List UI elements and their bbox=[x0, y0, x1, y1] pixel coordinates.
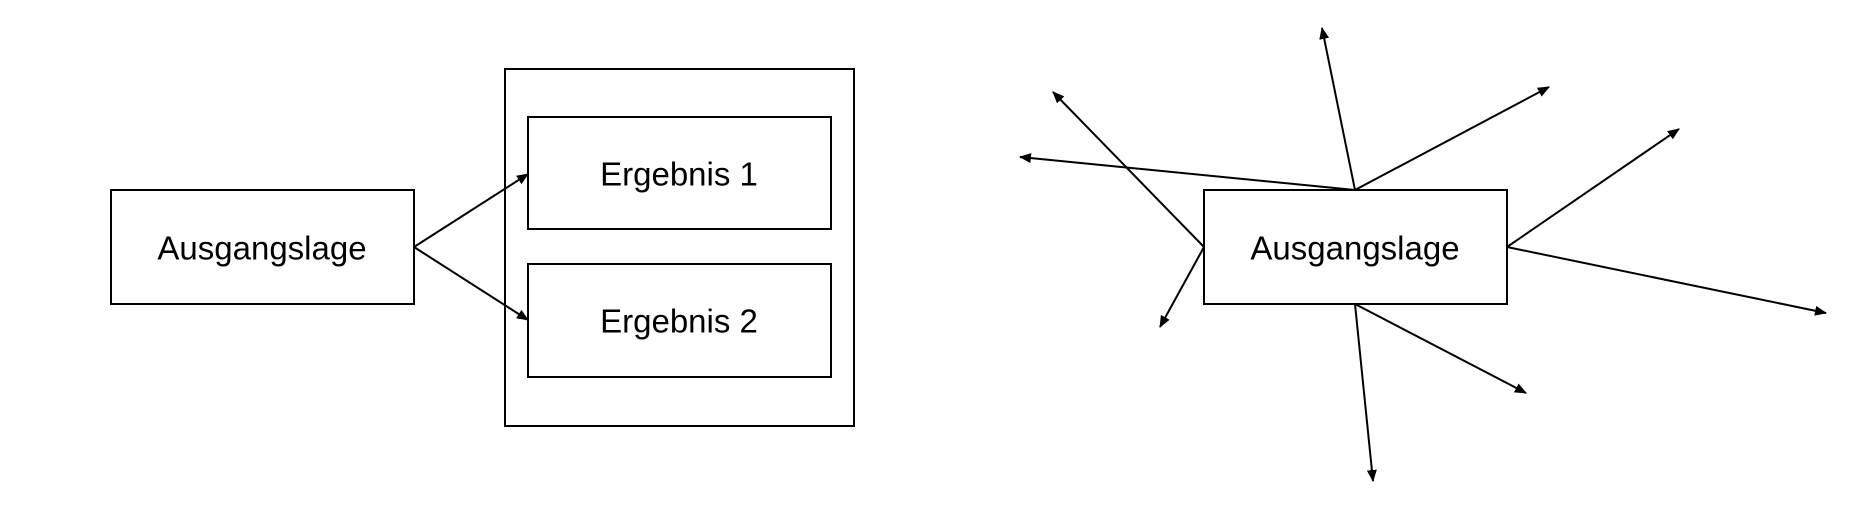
scatter-arrow-8 bbox=[1159, 246, 1205, 328]
scatter-arrow-2 bbox=[1319, 27, 1356, 191]
result-box-2 bbox=[527, 263, 832, 378]
source-label-right: Ausgangslage bbox=[1250, 230, 1459, 267]
scatter-arrow-9 bbox=[1052, 91, 1205, 248]
scatter-arrow-1 bbox=[1019, 153, 1356, 191]
result-label-1: Ergebnis 1 bbox=[600, 156, 758, 193]
right-diagram: Ausgangslage bbox=[1019, 27, 1827, 482]
scatter-arrow-3 bbox=[1354, 86, 1550, 191]
arrow-to-result-2 bbox=[413, 246, 529, 321]
scatter-arrow-6 bbox=[1354, 303, 1527, 394]
scatter-arrow-5 bbox=[1506, 246, 1827, 316]
arrow-to-result-1 bbox=[413, 173, 529, 248]
source-box bbox=[110, 189, 415, 305]
scatter-arrow-7 bbox=[1354, 303, 1377, 482]
result-label-2: Ergebnis 2 bbox=[600, 303, 758, 340]
left-diagram: Ausgangslage Ergebnis 1 Ergebnis 2 bbox=[110, 68, 855, 427]
scatter-arrow-4 bbox=[1506, 128, 1680, 248]
result-box-1 bbox=[527, 116, 832, 230]
source-label: Ausgangslage bbox=[157, 230, 366, 267]
